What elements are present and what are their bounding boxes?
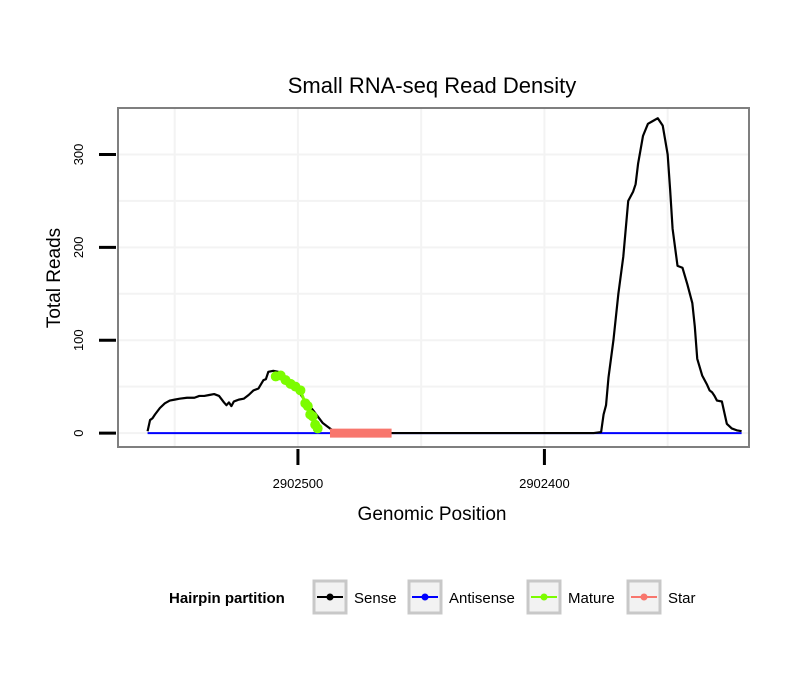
legend-label: Star [668, 590, 696, 607]
y-tick: 0 [71, 429, 116, 437]
plot-border [117, 107, 750, 448]
legend-key-dot [326, 593, 334, 601]
x-axis-label: Genomic Position [358, 504, 507, 525]
plot-background [118, 108, 749, 447]
x-axis: 2902500 2902400 [273, 449, 570, 491]
legend-item-star: Star [626, 579, 696, 615]
legend-label: Mature [568, 590, 615, 607]
x-tick-label: 2902400 [519, 476, 570, 491]
y-tick-label: 0 [71, 429, 86, 436]
legend-item-mature: Mature [526, 579, 615, 615]
series-group [146, 117, 742, 438]
mature-point [302, 401, 313, 412]
mature-point [307, 411, 318, 422]
legend: Hairpin partition Sense Antisense Mature… [169, 579, 696, 615]
legend-label: Antisense [449, 590, 515, 607]
y-tick: 300 [71, 144, 116, 166]
y-axis-label: Total Reads [44, 228, 65, 328]
legend-item-sense: Sense [312, 579, 397, 615]
y-tick: 200 [71, 236, 116, 258]
x-tick: 2902500 [273, 449, 324, 491]
x-tick-label: 2902500 [273, 476, 324, 491]
legend-label: Sense [354, 590, 397, 607]
y-axis: 0 100 200 300 [71, 144, 116, 437]
y-tick: 100 [71, 329, 116, 351]
plot-area [117, 107, 750, 448]
legend-key-dot [540, 593, 548, 601]
x-tick: 2902400 [519, 449, 570, 491]
legend-key-dot [421, 593, 429, 601]
legend-title: Hairpin partition [169, 590, 285, 607]
y-tick-label: 200 [71, 236, 86, 258]
chart-title: Small RNA-seq Read Density [288, 73, 577, 98]
y-tick-label: 300 [71, 144, 86, 166]
legend-key-dot [640, 593, 648, 601]
legend-item-antisense: Antisense [407, 579, 515, 615]
mature-point [295, 385, 306, 396]
y-tick-label: 100 [71, 329, 86, 351]
mature-point [312, 423, 323, 434]
